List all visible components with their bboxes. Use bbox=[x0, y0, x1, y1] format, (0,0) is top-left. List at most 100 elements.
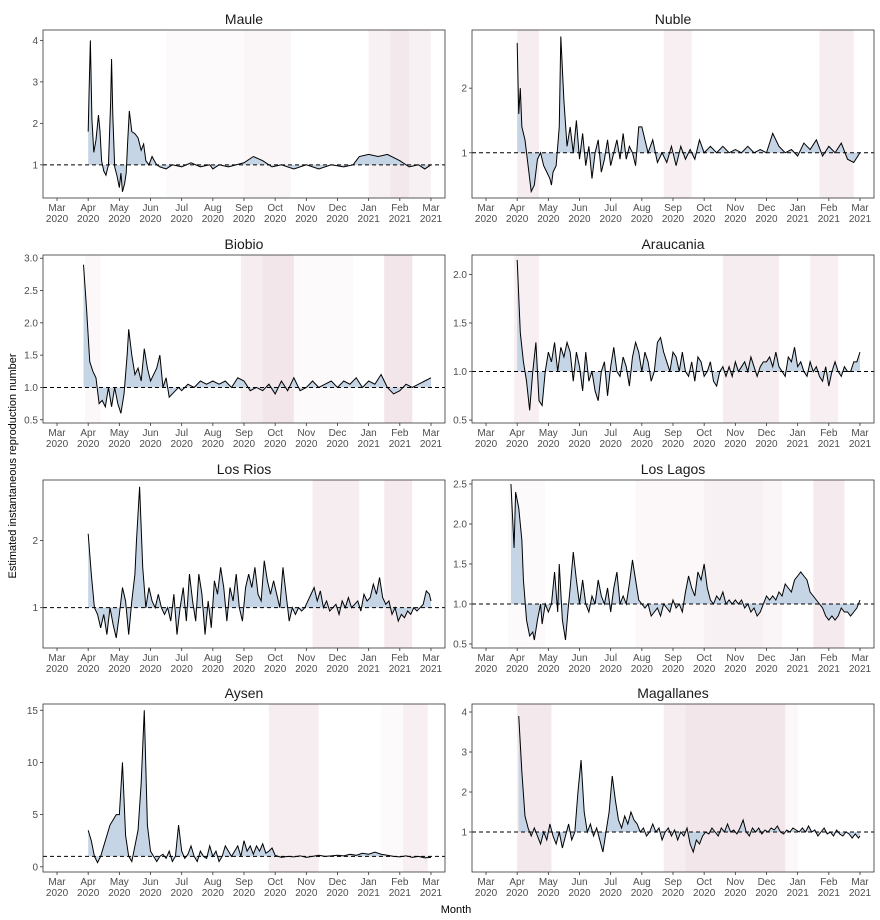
x-tick-label-year: 2020 bbox=[568, 439, 591, 450]
x-tick-label-year: 2021 bbox=[787, 888, 810, 899]
x-tick-label-year: 2021 bbox=[358, 888, 381, 899]
x-tick-label-month: Jun bbox=[571, 653, 587, 664]
x-tick-label-year: 2021 bbox=[787, 439, 810, 450]
x-tick-label-month: Mar bbox=[477, 203, 495, 214]
rt-line bbox=[518, 715, 861, 854]
y-tick-label: 1.5 bbox=[24, 351, 38, 362]
rt-area bbox=[88, 486, 431, 638]
x-tick-label-year: 2020 bbox=[662, 664, 685, 675]
rt-line bbox=[510, 483, 861, 641]
x-tick-label-month: Mar bbox=[48, 428, 66, 439]
y-tick-label: 1.5 bbox=[453, 560, 467, 571]
x-tick-label-year: 2020 bbox=[46, 664, 69, 675]
shaded-band bbox=[244, 30, 291, 198]
x-tick-label-year: 2020 bbox=[724, 439, 747, 450]
panel-biobio: Biobio0.51.01.52.02.53.0Mar2020Apr2020Ma… bbox=[24, 236, 446, 450]
shaded-band bbox=[810, 255, 839, 423]
y-axis-title: Estimated instantaneous reproduction num… bbox=[7, 353, 19, 578]
panel-title: Biobio bbox=[225, 236, 264, 252]
x-tick-label-year: 2020 bbox=[568, 888, 591, 899]
y-tick-label: 2.0 bbox=[453, 520, 467, 531]
panel-title: Araucania bbox=[641, 236, 704, 252]
x-tick-label-month: Mar bbox=[48, 203, 66, 214]
x-tick-label-month: Oct bbox=[267, 877, 283, 888]
x-tick-label-month: Sep bbox=[664, 877, 682, 888]
x-tick-label-year: 2021 bbox=[787, 664, 810, 675]
x-tick-label-year: 2020 bbox=[537, 214, 560, 225]
shaded-band bbox=[409, 30, 431, 198]
x-tick-label-year: 2021 bbox=[420, 439, 443, 450]
shaded-band bbox=[722, 255, 779, 423]
y-tick-label: 3 bbox=[32, 77, 38, 88]
x-tick-label-month: Jan bbox=[790, 428, 806, 439]
x-tick-label-month: May bbox=[110, 203, 129, 214]
x-tick-label-year: 2020 bbox=[202, 664, 225, 675]
x-tick-label-month: Jun bbox=[571, 877, 587, 888]
shaded-band bbox=[368, 30, 391, 198]
shaded-band bbox=[663, 704, 686, 872]
x-tick-label-year: 2020 bbox=[600, 214, 623, 225]
rt-area bbox=[88, 40, 431, 192]
x-tick-label-month: Dec bbox=[758, 653, 776, 664]
x-tick-label-month: Mar bbox=[851, 877, 869, 888]
x-tick-label-year: 2020 bbox=[77, 664, 100, 675]
x-tick-label-month: Dec bbox=[758, 203, 776, 214]
x-tick-label-year: 2020 bbox=[171, 888, 194, 899]
x-tick-label-year: 2020 bbox=[631, 439, 654, 450]
x-tick-label-month: Mar bbox=[477, 877, 495, 888]
x-tick-label-month: Jun bbox=[142, 877, 158, 888]
panel-title: Los Lagos bbox=[641, 461, 706, 477]
x-tick-label-year: 2020 bbox=[171, 664, 194, 675]
x-tick-label-month: Jun bbox=[142, 653, 158, 664]
shaded-band bbox=[381, 704, 403, 872]
x-tick-label-month: Apr bbox=[509, 428, 525, 439]
x-tick-label-year: 2020 bbox=[755, 214, 778, 225]
x-tick-label-year: 2020 bbox=[295, 888, 318, 899]
x-tick-label-month: Jan bbox=[361, 877, 377, 888]
x-tick-label-year: 2020 bbox=[506, 214, 529, 225]
x-tick-label-year: 2021 bbox=[849, 439, 872, 450]
shaded-band bbox=[166, 30, 244, 198]
x-tick-label-month: Dec bbox=[758, 428, 776, 439]
x-tick-label-month: Oct bbox=[696, 877, 712, 888]
x-tick-label-month: May bbox=[110, 428, 129, 439]
x-tick-label-year: 2020 bbox=[202, 214, 225, 225]
x-tick-label-month: Nov bbox=[726, 877, 744, 888]
panel-title: Magallanes bbox=[637, 685, 709, 701]
y-tick-label: 2 bbox=[32, 119, 38, 130]
x-tick-label-year: 2020 bbox=[139, 439, 162, 450]
x-tick-label-year: 2021 bbox=[849, 214, 872, 225]
x-tick-label-year: 2020 bbox=[139, 214, 162, 225]
x-tick-label-year: 2020 bbox=[264, 439, 287, 450]
x-tick-label-month: May bbox=[539, 877, 558, 888]
x-tick-label-year: 2020 bbox=[475, 439, 498, 450]
x-tick-label-year: 2021 bbox=[358, 664, 381, 675]
x-tick-label-month: May bbox=[539, 653, 558, 664]
rt-line bbox=[83, 264, 432, 414]
x-tick-label-month: Dec bbox=[758, 877, 776, 888]
panel-magallanes: Magallanes1234Mar2020Apr2020May2020Jun20… bbox=[461, 685, 875, 899]
x-tick-label-year: 2021 bbox=[358, 439, 381, 450]
x-tick-label-year: 2020 bbox=[755, 439, 778, 450]
shaded-band bbox=[293, 255, 354, 423]
x-tick-label-year: 2020 bbox=[326, 439, 349, 450]
x-tick-label-month: Jan bbox=[361, 653, 377, 664]
shaded-band bbox=[390, 30, 410, 198]
y-tick-label: 1.0 bbox=[24, 383, 38, 394]
y-tick-label: 1 bbox=[461, 828, 467, 839]
x-tick-label-month: Jan bbox=[790, 877, 806, 888]
panel-maule: Maule1234Mar2020Apr2020May2020Jun2020Jul… bbox=[32, 11, 446, 225]
panel-aysen: Aysen051015Mar2020Apr2020May2020Jun2020J… bbox=[27, 685, 446, 899]
x-tick-label-year: 2021 bbox=[389, 664, 412, 675]
x-tick-label-year: 2020 bbox=[755, 664, 778, 675]
y-tick-label: 4 bbox=[461, 708, 467, 719]
x-tick-label-year: 2020 bbox=[662, 888, 685, 899]
shaded-band bbox=[384, 480, 413, 648]
x-tick-label-year: 2020 bbox=[662, 214, 685, 225]
x-tick-label-year: 2020 bbox=[77, 888, 100, 899]
x-tick-label-month: Nov bbox=[726, 428, 744, 439]
x-tick-label-year: 2020 bbox=[264, 664, 287, 675]
x-tick-label-year: 2021 bbox=[818, 888, 841, 899]
x-tick-label-month: Nov bbox=[297, 877, 315, 888]
x-tick-label-month: Jul bbox=[175, 203, 188, 214]
